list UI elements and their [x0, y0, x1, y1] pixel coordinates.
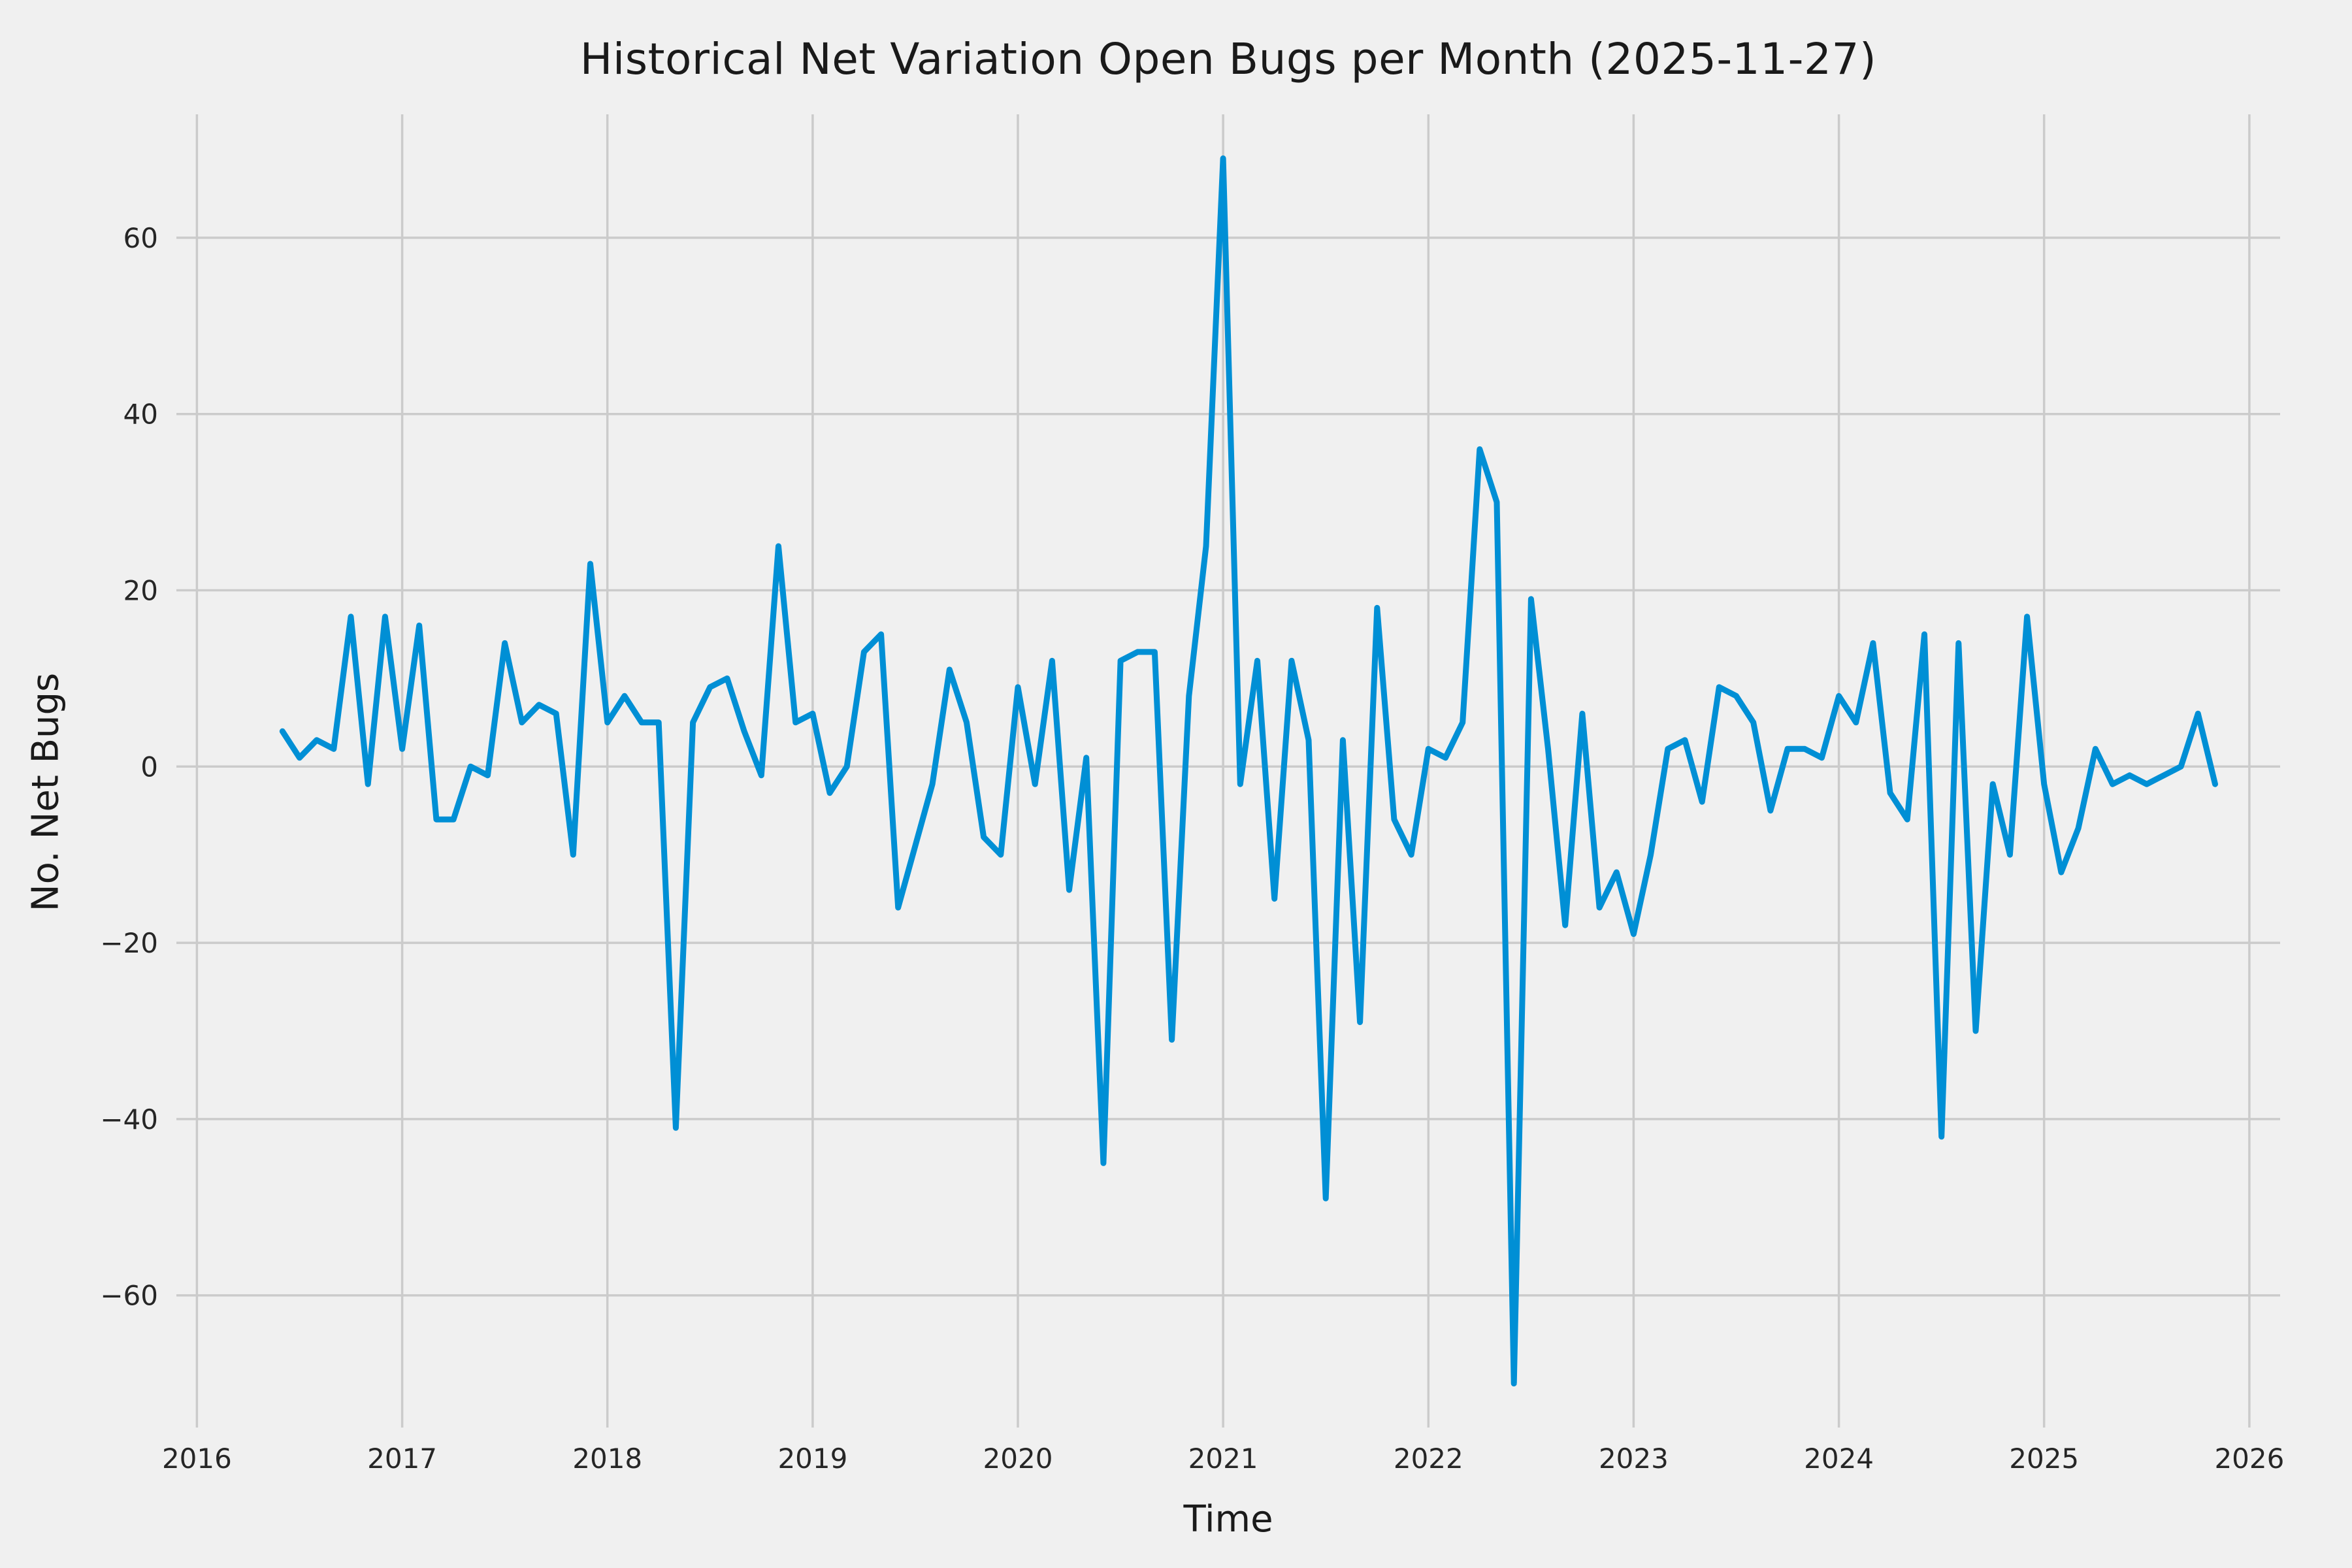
y-axis-label: No. Net Bugs — [24, 672, 67, 912]
y-tick-label: −40 — [100, 1103, 158, 1135]
y-tick-label: 20 — [123, 575, 158, 607]
x-tick-label: 2016 — [162, 1443, 232, 1475]
y-tick-label: −60 — [100, 1280, 158, 1312]
y-tick-label: 0 — [140, 751, 158, 783]
x-tick-label: 2022 — [1394, 1443, 1463, 1475]
data-line — [279, 155, 2218, 1387]
y-tick-label: 40 — [123, 399, 158, 431]
y-tick-label: −20 — [100, 927, 158, 959]
y-tick-label: 60 — [123, 222, 158, 254]
x-tick-label: 2023 — [1599, 1443, 1669, 1475]
chart-title: Historical Net Variation Open Bugs per M… — [580, 34, 1877, 84]
x-tick-label: 2018 — [572, 1443, 642, 1475]
x-tick-label: 2017 — [367, 1443, 437, 1475]
x-tick-label: 2026 — [2214, 1443, 2284, 1475]
x-tick-label: 2020 — [983, 1443, 1053, 1475]
x-tick-label: 2025 — [2009, 1443, 2079, 1475]
x-tick-label: 2024 — [1804, 1443, 1874, 1475]
x-tick-label: 2019 — [777, 1443, 847, 1475]
x-axis-label: Time — [1183, 1498, 1273, 1541]
x-tick-label: 2021 — [1188, 1443, 1258, 1475]
